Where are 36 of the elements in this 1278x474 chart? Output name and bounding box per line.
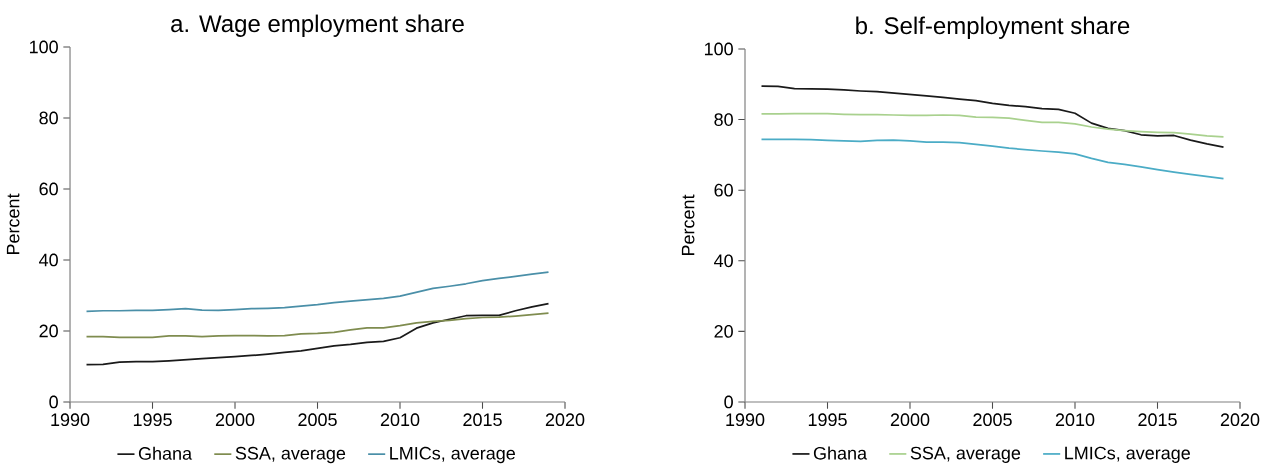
x-tick-label: 2005 (973, 413, 1012, 427)
y-tick-label: 0 (49, 395, 58, 409)
y-tick-label: 20 (714, 325, 733, 338)
legend-label: SSA, average (235, 446, 346, 464)
y-tick-label: 60 (714, 183, 733, 197)
y-tick-label: 40 (714, 254, 733, 268)
x-tick-label: 2015 (1138, 413, 1177, 427)
y-tick-label: 80 (714, 113, 733, 126)
x-tick-label: 2010 (1055, 413, 1095, 427)
x-tick-label: 2020 (1220, 413, 1260, 427)
x-tick-label: 1995 (133, 413, 172, 427)
chart-title: a. Wage employment share (171, 14, 464, 37)
legend-label: Ghana (813, 446, 868, 460)
legend-label: LMICs, average (1065, 446, 1190, 463)
x-tick-label: 1990 (726, 413, 765, 427)
y-tick-label: 80 (39, 111, 58, 125)
y-tick-label: 40 (39, 253, 58, 267)
legend-label: LMICs, average (390, 446, 515, 464)
x-tick-label: 2005 (298, 413, 337, 427)
x-tick-label: 2000 (215, 413, 255, 427)
x-tick-label: 2010 (380, 413, 420, 427)
y-tick-label: 100 (704, 42, 733, 56)
x-tick-label: 2015 (463, 413, 502, 427)
x-tick-label: 2000 (890, 413, 930, 427)
y-tick-label: 60 (39, 182, 58, 196)
x-tick-label: 2020 (545, 413, 585, 427)
legend-label: SSA, average (910, 446, 1021, 463)
x-tick-label: 1995 (808, 413, 847, 427)
chart-title: b. Self-employment share (856, 16, 1130, 39)
x-tick-label: 1990 (51, 413, 90, 427)
y-tick-label: 100 (29, 40, 58, 54)
y-axis-title: Percent (681, 194, 695, 256)
y-tick-label: 20 (39, 324, 58, 338)
y-tick-label: 0 (724, 395, 733, 409)
y-axis-title: Percent (6, 193, 20, 255)
legend-label: Ghana (138, 446, 193, 460)
